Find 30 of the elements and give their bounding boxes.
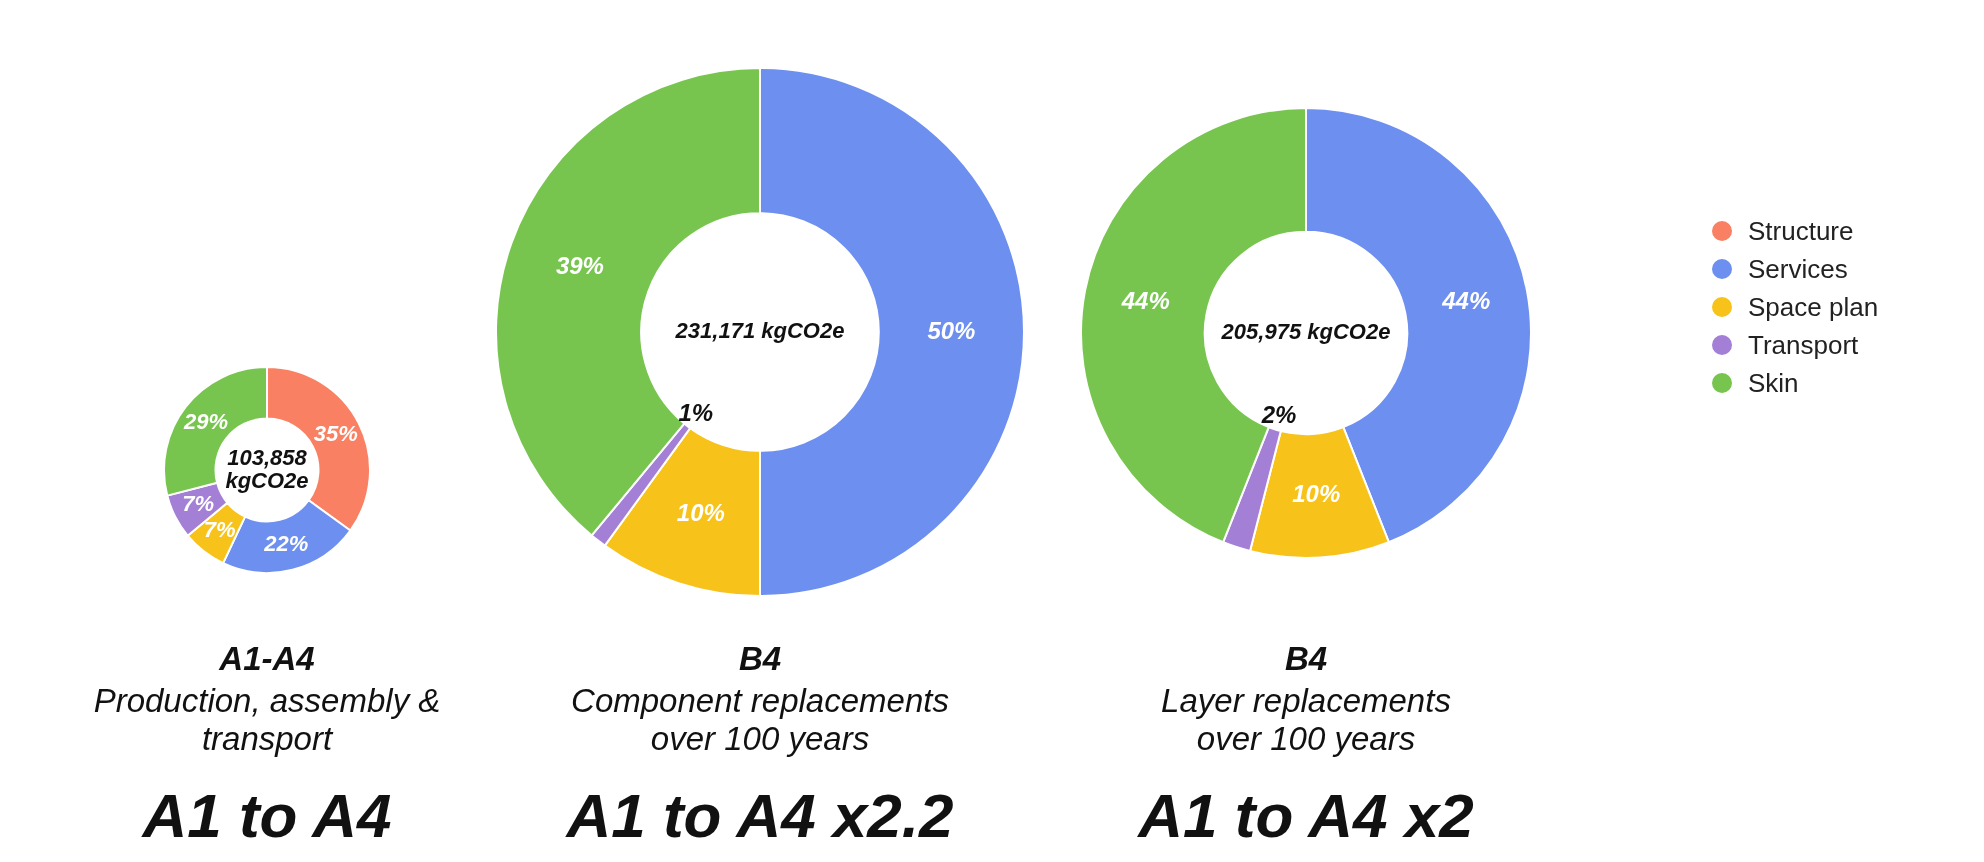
text: B4 (1283, 640, 1329, 678)
data-label: 39% (555, 251, 604, 279)
text: 231,171 kgCO2e (674, 318, 845, 344)
data-label: 22% (263, 530, 309, 556)
text: A1 to A4 (140, 780, 393, 851)
legend-label: Services (1748, 253, 1848, 285)
text: Component replacements over 100 years (570, 682, 950, 758)
text: 103,858 kgCO2e (225, 444, 309, 493)
data-label: 44% (1120, 287, 1170, 315)
data-label: 10% (1292, 480, 1341, 508)
legend-label: Transport (1748, 329, 1859, 361)
data-label: 29% (182, 408, 228, 434)
text: B4 (737, 640, 783, 678)
data-label: 7% (203, 517, 236, 543)
legend-label: Space plan (1748, 291, 1879, 323)
data-label: 35% (313, 420, 358, 446)
data-label: 10% (676, 498, 725, 526)
text: A1-A4 (218, 640, 316, 678)
data-label: 7% (182, 491, 215, 517)
text: Production, assembly & transport (92, 682, 442, 758)
data-label: 50% (927, 316, 976, 344)
data-label: 2% (1260, 400, 1297, 428)
data-label: 44% (1441, 287, 1491, 315)
text: A1 to A4 x2 (1136, 780, 1475, 851)
text: Layer replacements over 100 years (1160, 682, 1452, 758)
legend-label: Skin (1748, 367, 1799, 399)
legend-label: Structure (1748, 215, 1854, 247)
text: 205,975 kgCO2e (1220, 319, 1391, 345)
text: A1 to A4 x2.2 (564, 780, 955, 851)
data-label: 1% (678, 399, 714, 427)
